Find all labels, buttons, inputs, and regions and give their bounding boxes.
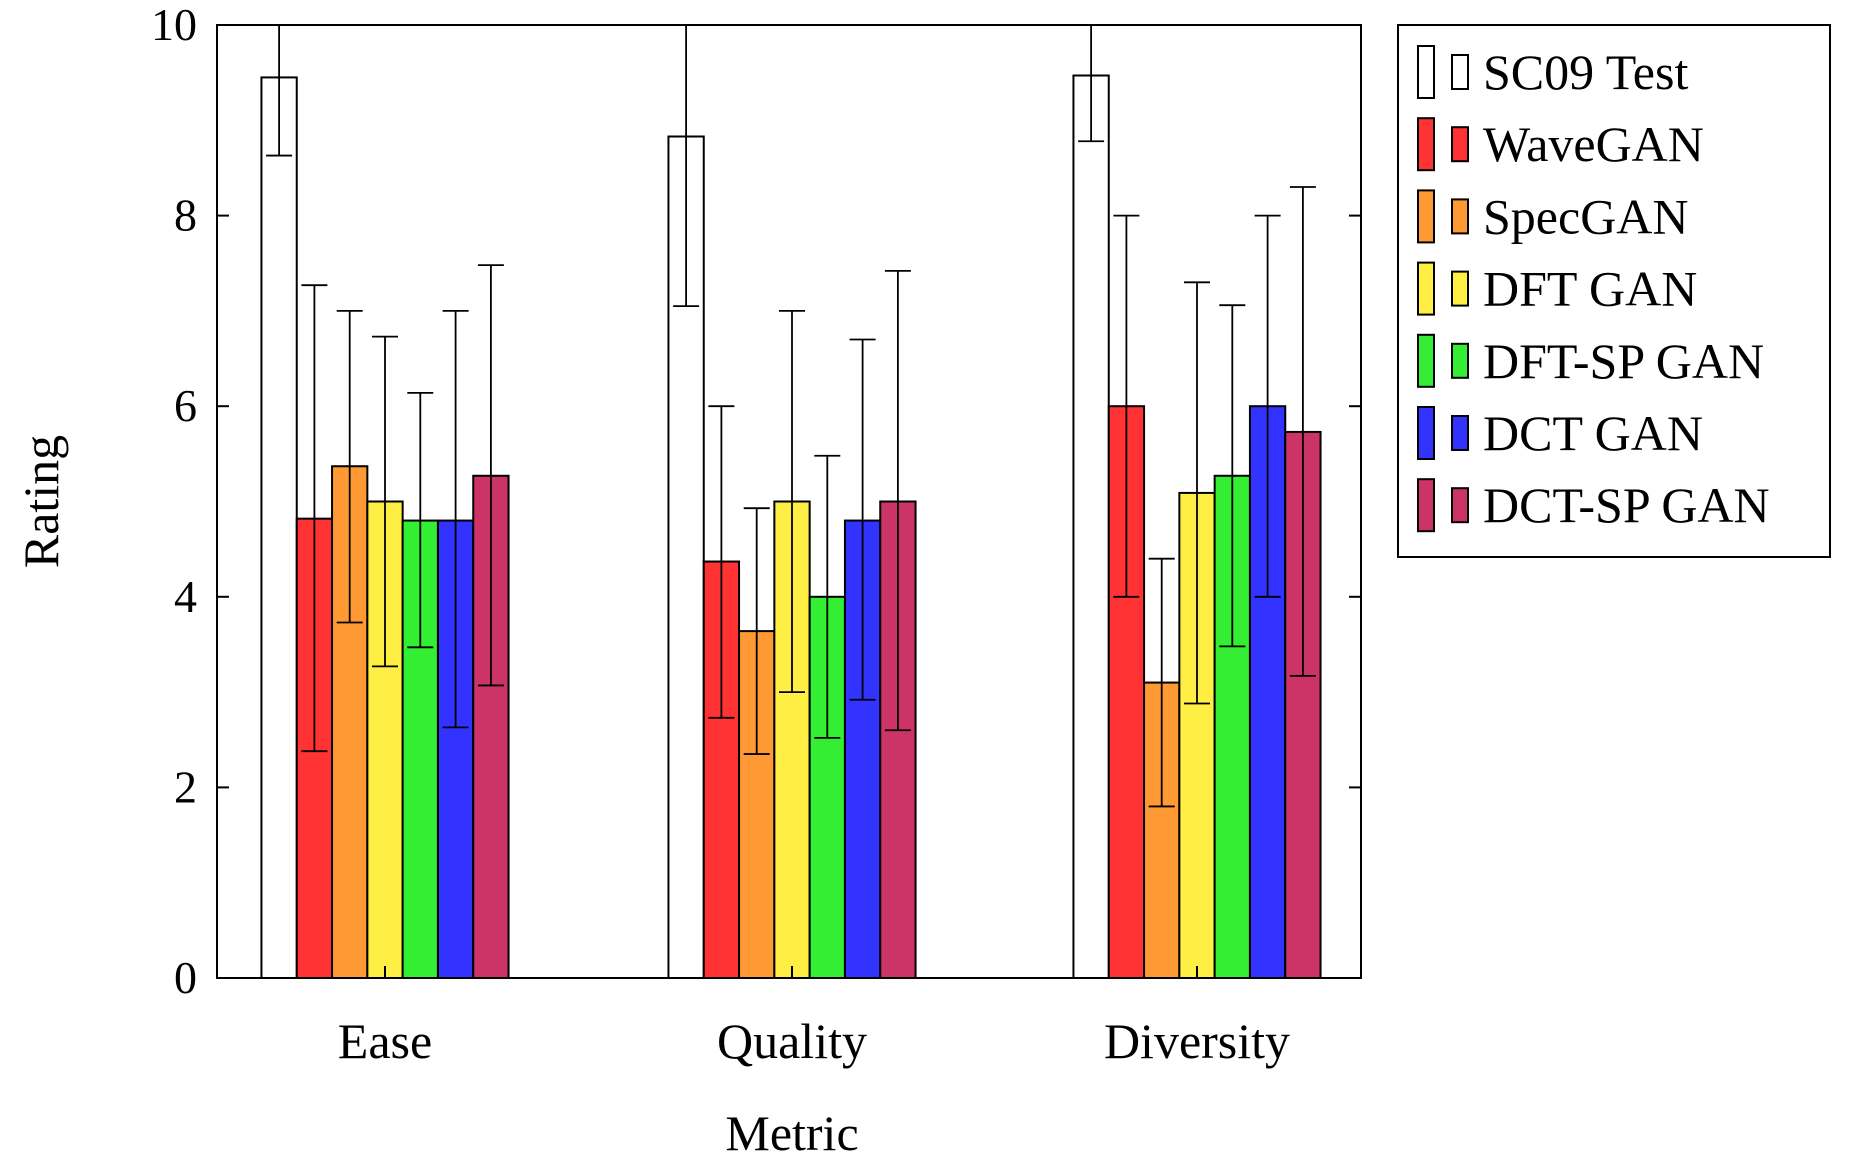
y-axis: 0 2 4 6 8 10 xyxy=(151,0,1361,1003)
x-axis: Ease Quality Diversity xyxy=(338,966,1290,1069)
plot-frame xyxy=(216,24,1362,979)
legend-marker-dct-gan xyxy=(1451,415,1469,451)
bar-dct-gan-quality xyxy=(843,519,882,979)
x-tick-label-diversity: Diversity xyxy=(1104,1013,1290,1069)
x-tick-label-ease: Ease xyxy=(338,1013,432,1069)
legend-label-dft-gan: DFT GAN xyxy=(1483,261,1697,317)
legend: SC09 Test WaveGAN SpecGAN DFT GAN DFT-SP GAN… xyxy=(1397,24,1831,558)
y-tick-label: 2 xyxy=(174,761,197,812)
legend-label-dct-gan: DCT GAN xyxy=(1483,405,1703,461)
x-axis-title: Metric xyxy=(725,1105,858,1161)
legend-marker-specgan xyxy=(1451,198,1469,235)
x-tick-label-quality: Quality xyxy=(717,1013,867,1069)
y-tick-label: 8 xyxy=(174,190,197,241)
y-tick-label: 4 xyxy=(174,571,197,622)
legend-swatch-dft-gan xyxy=(1417,261,1435,316)
errorbars-layer xyxy=(266,25,1316,808)
legend-marker-dft-sp-gan xyxy=(1451,342,1469,379)
legend-label-specgan: SpecGAN xyxy=(1483,188,1689,244)
legend-frame xyxy=(1397,24,1831,558)
legend-label-wavegan: WaveGAN xyxy=(1483,116,1704,172)
legend-marker-dft-gan xyxy=(1451,270,1469,307)
legend-swatch-specgan xyxy=(1417,189,1435,244)
y-axis-title: Rating xyxy=(13,435,69,568)
bar-sc09-test-ease xyxy=(260,76,298,980)
legend-swatch-dct-sp-gan xyxy=(1417,478,1435,533)
y-tick-label: 6 xyxy=(174,380,197,431)
legend-label-sc09-test: SC09 Test xyxy=(1483,44,1688,100)
y-tick-label: 0 xyxy=(174,952,197,1003)
legend-marker-wavegan xyxy=(1451,126,1469,163)
legend-swatch-wavegan xyxy=(1417,117,1435,172)
legend-marker-dct-sp-gan xyxy=(1451,487,1469,524)
legend-marker-sc09-test xyxy=(1451,54,1469,90)
legend-swatch-dct-gan xyxy=(1417,406,1435,460)
legend-label-dft-sp-gan: DFT-SP GAN xyxy=(1483,333,1764,389)
bar-sc09-test-diversity xyxy=(1072,74,1110,980)
legend-label-dct-sp-gan: DCT-SP GAN xyxy=(1483,477,1770,533)
y-tick-label: 10 xyxy=(151,0,197,50)
legend-swatch-dft-sp-gan xyxy=(1417,333,1435,388)
legend-swatch-sc09-test xyxy=(1417,45,1435,99)
